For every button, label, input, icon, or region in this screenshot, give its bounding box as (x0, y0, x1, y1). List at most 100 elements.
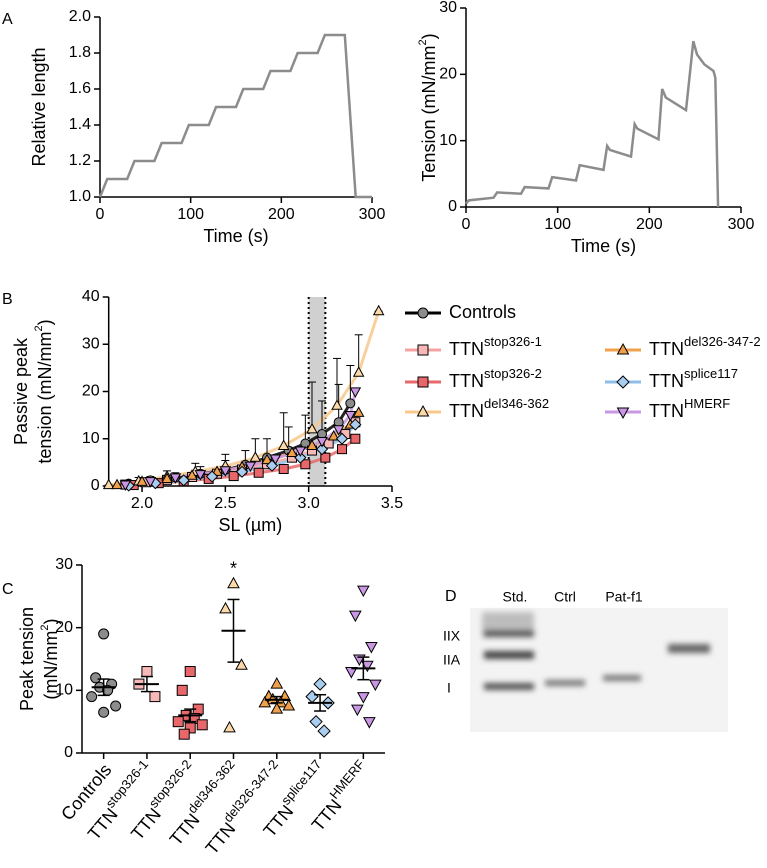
legend-marker (616, 407, 630, 420)
x-axis-title: Time (s) (203, 226, 268, 246)
text-part: HMERF (327, 757, 368, 802)
y-tick-label: 2.0 (69, 8, 91, 25)
x-tick-label: 0 (462, 216, 471, 233)
band (484, 630, 534, 637)
y-tick-label: 30 (82, 335, 100, 352)
marker (309, 714, 323, 729)
y-axis-title: tension (mN/mm2) (33, 319, 55, 463)
marker (315, 443, 329, 456)
panel-letter: A (2, 11, 13, 28)
legend-label: TTNdel346-362 (449, 396, 549, 420)
y-tick-label: 1.8 (69, 44, 91, 61)
y-tick-label: 20 (82, 383, 100, 400)
text-part: 2 (417, 39, 429, 45)
text-part: stop326-1 (484, 334, 542, 349)
x-tick-label: 200 (268, 206, 295, 223)
band (484, 651, 534, 659)
x-axis-title: SL (µm) (218, 515, 282, 535)
lane-label: Std. (503, 589, 528, 605)
marker (149, 691, 161, 703)
legend-marker (416, 404, 430, 417)
marker (270, 677, 284, 689)
marker (316, 437, 328, 448)
panel-letter: B (2, 291, 13, 308)
y-tick-label: 1.2 (69, 152, 91, 169)
x-tick-label: 0 (96, 206, 105, 223)
marker (169, 473, 182, 484)
marker (361, 660, 374, 673)
text-part: Relative length (29, 47, 49, 166)
y-axis-title: Peak tension (17, 607, 37, 711)
band (603, 675, 641, 681)
x-axis-title: Time (s) (571, 236, 636, 256)
x-tick-label: 100 (544, 216, 571, 233)
text-part: TTN (166, 810, 204, 850)
marker (349, 418, 362, 431)
text-part: TTN (449, 401, 484, 421)
annotation: * (230, 559, 237, 579)
y-axis-title: (mN/mm2) (39, 618, 61, 699)
marker (327, 429, 340, 441)
marker (219, 466, 232, 477)
marker (357, 692, 370, 704)
text-part: Controls (449, 302, 516, 322)
marker (227, 576, 240, 589)
legend-marker (616, 342, 630, 355)
marker (278, 463, 289, 474)
marker (305, 689, 319, 704)
x-tick-label: 200 (636, 216, 663, 233)
marker (141, 666, 153, 678)
band (484, 683, 534, 690)
marker (282, 698, 296, 711)
marker (335, 432, 349, 445)
text-part: TTN (449, 371, 484, 391)
legend-label: TTNstop326-1 (449, 334, 542, 358)
y-tick-label: 1.4 (69, 116, 91, 133)
x-tick-label: 2.0 (131, 495, 153, 512)
text-part: Tension (mN/mm (419, 46, 439, 182)
legend-label: TTNHMERF (649, 396, 730, 420)
marker (349, 610, 362, 623)
marker (86, 691, 98, 703)
y-tick-label: 10 (55, 682, 73, 699)
marker (331, 399, 343, 410)
marker (365, 641, 378, 654)
marker (277, 439, 290, 450)
marker (300, 459, 311, 470)
band (668, 644, 710, 653)
band-label: IIA (443, 652, 461, 668)
marker (349, 387, 362, 398)
marker (110, 700, 122, 712)
text-part: del346-362 (484, 396, 549, 411)
marker (306, 422, 318, 434)
legend-marker (616, 375, 630, 389)
marker (352, 366, 365, 377)
text-part: splice117 (684, 366, 738, 381)
y-tick-label: 10 (82, 430, 100, 447)
marker (306, 439, 318, 450)
marker (184, 666, 196, 678)
y-tick-label: 1.0 (69, 188, 91, 205)
marker (332, 425, 345, 436)
marker (111, 478, 123, 490)
legend-marker (417, 307, 429, 319)
y-tick-label: 0 (64, 744, 73, 761)
text-part: TTN (449, 339, 484, 359)
y-tick-label: 10 (439, 132, 457, 149)
marker (184, 722, 196, 734)
marker (294, 451, 307, 464)
marker (313, 677, 327, 691)
text-part: TTN (308, 795, 346, 835)
y-axis-title: Passive peak (11, 337, 31, 445)
y-tick-label: 0 (91, 477, 100, 494)
marker (178, 728, 190, 740)
marker (286, 446, 298, 458)
band-label: IIX (443, 628, 461, 644)
text-part: Peak tension (17, 607, 37, 711)
marker (317, 724, 331, 738)
text-part: TTN (649, 401, 684, 421)
marker (244, 461, 257, 473)
x-tick-label: 100 (177, 206, 204, 223)
marker (235, 465, 249, 478)
x-tick-label: 3.5 (381, 495, 403, 512)
